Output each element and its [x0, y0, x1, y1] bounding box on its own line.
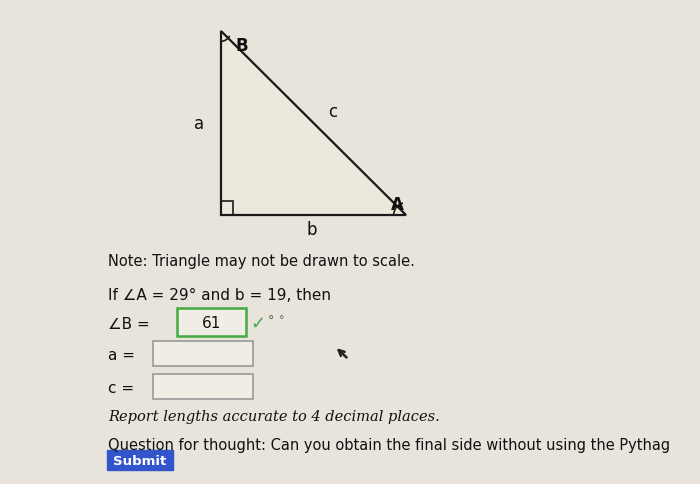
Text: Question for thought: Can you obtain the final side without using the Pythag: Question for thought: Can you obtain the… [108, 437, 671, 452]
Text: b: b [307, 221, 316, 239]
Text: °: ° [268, 313, 274, 326]
FancyBboxPatch shape [177, 309, 246, 336]
Text: ✓: ✓ [250, 314, 265, 333]
Text: a: a [195, 114, 204, 133]
Text: Note: Triangle may not be drawn to scale.: Note: Triangle may not be drawn to scale… [108, 254, 415, 269]
Polygon shape [220, 31, 406, 215]
Text: c: c [328, 102, 337, 121]
Text: c =: c = [108, 381, 134, 395]
Text: °: ° [279, 315, 284, 324]
Text: Submit: Submit [113, 454, 167, 467]
Text: B: B [235, 37, 248, 55]
Text: If ∠A = 29° and b = 19, then: If ∠A = 29° and b = 19, then [108, 288, 332, 302]
Text: Report lengths accurate to 4 decimal places.: Report lengths accurate to 4 decimal pla… [108, 409, 440, 423]
Text: A: A [391, 196, 404, 214]
Text: 61: 61 [202, 315, 221, 330]
Text: ∠B =: ∠B = [108, 317, 150, 332]
FancyBboxPatch shape [153, 341, 253, 366]
Text: a =: a = [108, 348, 136, 362]
FancyBboxPatch shape [107, 450, 173, 470]
FancyBboxPatch shape [153, 374, 253, 399]
